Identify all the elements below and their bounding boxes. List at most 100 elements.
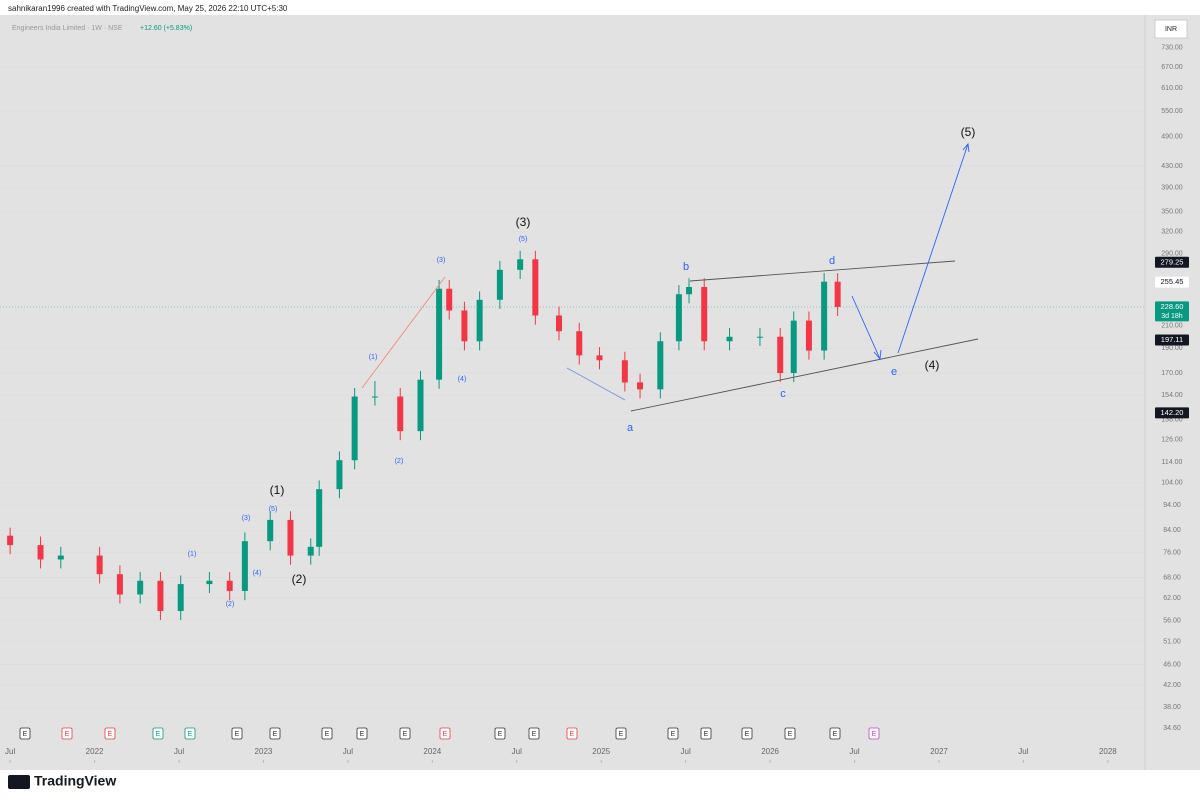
price-label: 228.60 [1161, 302, 1184, 311]
candle-body [576, 331, 583, 356]
y-tick-label: 138.00 [1161, 416, 1183, 423]
y-tick-label: 430.00 [1161, 163, 1183, 170]
wave-label: (1) [188, 551, 197, 558]
wave-label: (4) [458, 376, 467, 383]
x-tick-label: Jul [512, 747, 522, 756]
candle-body [397, 396, 404, 432]
earnings-badge [269, 727, 281, 740]
x-tick-label: Jul [343, 747, 353, 756]
y-tick-label: 550.00 [1161, 108, 1183, 115]
earnings-marker: E [156, 731, 161, 738]
candle-body [821, 281, 828, 351]
earnings-marker: E [108, 731, 113, 738]
candle-body [657, 341, 664, 390]
earnings-badge [321, 727, 333, 740]
candle-body [37, 545, 44, 560]
earnings-badge [19, 727, 31, 740]
earnings-badge [439, 727, 451, 740]
arrow [897, 142, 970, 354]
currency[interactable]: INR [1165, 26, 1177, 33]
candle-body [596, 355, 603, 361]
earnings-marker: E [23, 731, 28, 738]
earnings-marker: E [788, 731, 793, 738]
attribution: sahnikaran1996 created with TradingView.… [8, 4, 288, 13]
candle-body [57, 555, 64, 560]
earnings-badge [494, 727, 506, 740]
y-tick-label: 34.60 [1163, 725, 1181, 732]
candle-body [777, 336, 784, 374]
candle-body [226, 580, 233, 591]
candle-body [686, 286, 693, 295]
arrow [851, 295, 882, 361]
x-tick-label: 2028 [1099, 747, 1117, 756]
candle-body [532, 259, 539, 316]
candle-body [436, 288, 443, 380]
earnings-badge [399, 727, 411, 740]
y-tick-label: 68.00 [1163, 574, 1181, 581]
earnings-marker: E [235, 731, 240, 738]
price-label-box [1155, 334, 1189, 346]
earnings-marker: E [443, 731, 448, 738]
earnings-marker: E [872, 731, 877, 738]
y-tick-label: 42.00 [1163, 682, 1181, 689]
price-label-box [1155, 407, 1189, 419]
x-tick-label: Jul [1018, 747, 1028, 756]
wave-label: (4) [253, 570, 262, 577]
candle-body [336, 460, 343, 490]
earnings-marker: E [273, 731, 278, 738]
drawings [361, 142, 979, 412]
earnings-badge [231, 727, 243, 740]
x-tick-label: Jul [174, 747, 184, 756]
wave-label: d [829, 255, 835, 267]
candle-body [417, 379, 424, 432]
earnings-badge [61, 727, 73, 740]
wave-label: c [780, 388, 786, 400]
y-tick-label: 76.00 [1163, 549, 1181, 556]
wave-label: a [627, 422, 634, 434]
x-tick-label: Jul [681, 747, 691, 756]
earnings-badge [615, 727, 627, 740]
trend-line [361, 276, 446, 389]
earnings-badge [528, 727, 540, 740]
candle-body [555, 315, 562, 332]
x-tick-label: 2026 [761, 747, 779, 756]
wave-label: (3) [242, 515, 251, 522]
countdown: 3d 18h [1161, 313, 1183, 320]
candle-body [675, 294, 682, 342]
trend-line [566, 367, 626, 401]
candle-body [726, 336, 733, 342]
y-tick-label: 104.00 [1161, 479, 1183, 486]
earnings-badge [784, 727, 796, 740]
earnings-marker: E [498, 731, 503, 738]
candle-body [637, 382, 644, 390]
currency-box[interactable] [1154, 19, 1188, 39]
candle-body [241, 541, 248, 591]
wave-label: (4) [925, 358, 940, 372]
y-tick-label: 94.00 [1163, 502, 1181, 509]
wave-label: b [683, 261, 689, 273]
candle-body [621, 360, 628, 383]
earnings-badge [152, 727, 164, 740]
y-tick-label: 126.00 [1161, 437, 1183, 444]
wave-label: (3) [516, 215, 531, 229]
x-tick-label: 2023 [255, 747, 273, 756]
y-tick-label: 350.00 [1161, 209, 1183, 216]
wave-label: (2) [292, 572, 307, 586]
price-label: 279.25 [1161, 257, 1184, 266]
y-tick-label: 290.00 [1161, 251, 1183, 258]
earnings-badge [868, 727, 880, 740]
earnings-marker: E [532, 731, 537, 738]
candle-body [476, 299, 483, 342]
candle-body [701, 286, 708, 342]
candle-body [834, 281, 841, 307]
y-tick-label: 210.00 [1161, 323, 1183, 330]
candle-body [287, 519, 294, 556]
earnings-marker: E [704, 731, 709, 738]
symbol: Engineers India Limited · 1W · NSE [12, 25, 123, 32]
wave-label: (1) [369, 354, 378, 361]
candle-body [790, 320, 797, 374]
earnings-marker: E [570, 731, 575, 738]
candle-body [517, 259, 524, 270]
y-tick-label: 114.00 [1162, 459, 1183, 466]
